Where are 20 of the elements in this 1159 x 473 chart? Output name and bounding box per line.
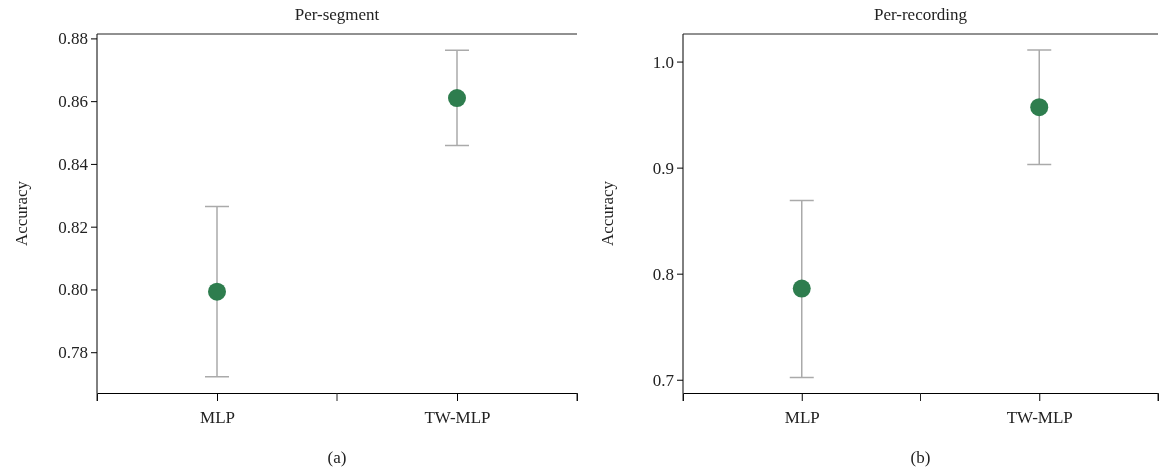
- y-tick-label: 0.82: [58, 217, 88, 237]
- y-tick-label: 0.78: [58, 343, 88, 363]
- chart-title: Per-recording: [873, 5, 968, 24]
- y-axis-title: Accuracy: [12, 180, 31, 247]
- y-tick-label: 0.8: [652, 264, 674, 284]
- y-tick-label: 0.80: [58, 280, 88, 300]
- x-tick-label: TW-MLP: [1006, 408, 1073, 428]
- y-tick-label: 0.88: [58, 29, 88, 49]
- x-tick-label: TW-MLP: [424, 408, 491, 428]
- y-tick-label: 1.0: [652, 52, 674, 72]
- y-tick-label: 0.84: [58, 154, 89, 174]
- x-tick-label: MLP: [784, 408, 820, 428]
- text: (b): [910, 448, 931, 467]
- x-tick-label: MLP: [200, 408, 235, 428]
- y-tick-label: 0.86: [58, 92, 88, 112]
- y-tick-label: 0.9: [652, 158, 674, 178]
- text: (a): [327, 448, 347, 467]
- chart-title: Per-segment: [294, 5, 380, 24]
- y-tick-label: 0.7: [652, 370, 675, 390]
- y-axis-title: Accuracy: [598, 180, 617, 247]
